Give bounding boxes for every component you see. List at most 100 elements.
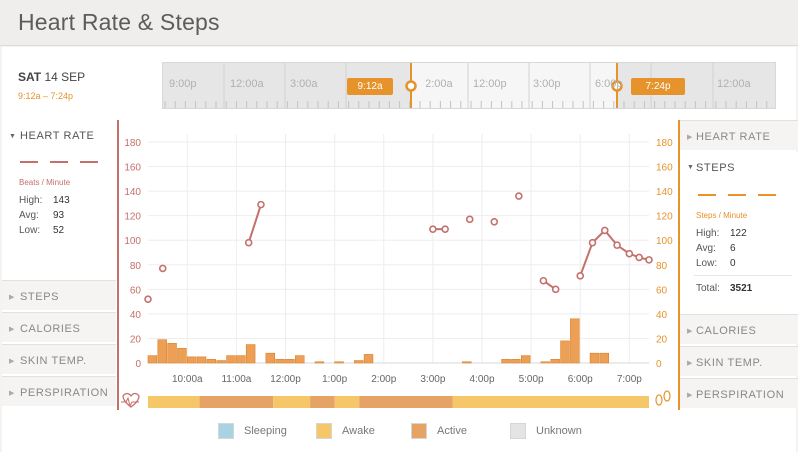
heart-rate-point bbox=[441, 225, 449, 233]
y-tick-label-right: 40 bbox=[656, 310, 668, 321]
heart-rate-panel[interactable]: ▼ HEART RATE Beats / Minute High: 143 Avg… bbox=[2, 120, 116, 278]
x-tick-label: 10:00a bbox=[172, 374, 203, 385]
y-tick-label-left: 120 bbox=[124, 212, 141, 223]
collapse-arrow-icon: ▼ bbox=[9, 133, 16, 140]
heart-rate-line bbox=[247, 204, 262, 243]
y-tick-label-right: 100 bbox=[656, 236, 673, 247]
activity-band-segment bbox=[148, 396, 200, 408]
end-handle[interactable]: 7:24p bbox=[631, 78, 685, 95]
start-handle[interactable]: 9:12a bbox=[347, 78, 393, 95]
hr-avg-label: Avg: bbox=[19, 210, 39, 221]
sidebar-item-label: CALORIES bbox=[696, 325, 757, 337]
heart-rate-point bbox=[588, 238, 597, 247]
heart-rate-point bbox=[490, 218, 499, 226]
start-handle-label: 9:12a bbox=[357, 81, 383, 92]
timeline-label: 12:00p bbox=[473, 78, 507, 90]
steps-bar bbox=[167, 343, 177, 364]
activity-band-segment bbox=[359, 396, 453, 408]
legend-swatch bbox=[411, 423, 427, 439]
x-tick-label: 4:00p bbox=[469, 374, 494, 385]
hr-legend-dash bbox=[50, 161, 68, 163]
expand-arrow-icon: ▶ bbox=[687, 392, 693, 399]
sidebar-item-perspiration[interactable]: ▶ PERSPIRATION bbox=[2, 376, 116, 406]
heart-rate-point bbox=[144, 295, 152, 303]
steps-high-value: 122 bbox=[730, 228, 747, 239]
sidebar-item-label: SKIN TEMP. bbox=[696, 357, 763, 369]
app-header: Heart Rate & Steps bbox=[0, 0, 798, 46]
sidebar-item-perspiration[interactable]: ▶ PERSPIRATION bbox=[680, 378, 798, 408]
y-tick-label-left: 60 bbox=[130, 285, 142, 296]
expand-arrow-icon: ▶ bbox=[687, 328, 693, 335]
sidebar-item-heart-rate[interactable]: ▶ HEART RATE bbox=[680, 120, 798, 150]
expand-arrow-icon: ▶ bbox=[9, 390, 15, 397]
steps-bar bbox=[462, 361, 472, 364]
heart-rate-point bbox=[635, 253, 643, 262]
sidebar-item-calories[interactable]: ▶ CALORIES bbox=[680, 314, 798, 344]
heart-rate-point bbox=[515, 192, 523, 200]
sidebar-item-calories[interactable]: ▶ CALORIES bbox=[2, 312, 116, 342]
y-tick-label-right: 140 bbox=[656, 187, 673, 198]
steps-high-label: High: bbox=[696, 228, 720, 239]
hr-legend-dash bbox=[20, 161, 38, 163]
steps-panel[interactable]: ▼ STEPS Steps / Minute High: 122 Avg: 6 Lo… bbox=[680, 152, 798, 314]
legend-swatch bbox=[510, 423, 526, 439]
steps-bar bbox=[206, 359, 217, 364]
date-value: 14 SEP bbox=[44, 70, 86, 84]
heart-rate-point bbox=[551, 285, 560, 294]
sidebar-item-steps[interactable]: ▶ STEPS bbox=[2, 280, 116, 310]
steps-total-label: Total: bbox=[696, 283, 720, 294]
steps-legend-dash bbox=[758, 194, 776, 196]
heart-rate-point bbox=[600, 226, 609, 235]
end-cursor-knob bbox=[611, 80, 623, 92]
heart-rate-point bbox=[576, 272, 585, 280]
x-tick-label: 6:00p bbox=[568, 374, 593, 385]
heart-rate-label: HEART RATE bbox=[20, 130, 95, 142]
hr-legend-dash bbox=[80, 161, 98, 163]
steps-bar bbox=[177, 347, 187, 364]
steps-bar bbox=[216, 360, 226, 364]
steps-avg-value: 6 bbox=[730, 243, 736, 254]
timeline-label: 3:00p bbox=[533, 78, 561, 90]
end-handle-label: 7:24p bbox=[645, 81, 671, 92]
timeline-scrubber[interactable]: 9:00p 12:00a 3:00a 12:00a 12:00p 3:00p 6… bbox=[162, 62, 776, 109]
steps-bar bbox=[275, 359, 285, 364]
steps-low: Low: 0 bbox=[696, 258, 736, 269]
steps-high: High: 122 bbox=[696, 228, 747, 239]
heart-rate-point bbox=[429, 225, 437, 233]
activity-band-segment bbox=[199, 396, 274, 408]
y-tick-label-left: 140 bbox=[124, 187, 141, 198]
heart-rate-point bbox=[613, 241, 621, 249]
steps-bar bbox=[186, 356, 197, 364]
activity-band-segment bbox=[452, 396, 649, 408]
y-tick-label-left: 180 bbox=[124, 138, 141, 149]
legend-active: Active bbox=[411, 423, 467, 439]
hr-avg-value: 93 bbox=[53, 210, 65, 221]
y-tick-label-left: 100 bbox=[124, 236, 141, 247]
steps-bar bbox=[334, 361, 344, 364]
steps-bar bbox=[540, 361, 551, 364]
collapse-arrow-icon: ▼ bbox=[687, 164, 694, 171]
legend-label: Unknown bbox=[536, 425, 582, 437]
hr-high-label: High: bbox=[19, 195, 43, 206]
legend-swatch bbox=[316, 423, 332, 439]
y-tick-label-right: 120 bbox=[656, 212, 673, 223]
steps-bar bbox=[226, 355, 236, 364]
steps-icon bbox=[663, 390, 671, 402]
timeline-label: 6:00p bbox=[595, 78, 623, 90]
steps-bar bbox=[570, 318, 580, 364]
steps-bar bbox=[285, 359, 295, 364]
sidebar-item-label: SKIN TEMP. bbox=[20, 355, 87, 367]
activity-band-segment bbox=[273, 396, 311, 408]
heart-rate-point bbox=[244, 238, 253, 247]
timeline-label: 9:00p bbox=[169, 78, 197, 90]
hr-high: High: 143 bbox=[19, 195, 70, 206]
steps-bar bbox=[501, 359, 511, 364]
heart-rate-steps-chart[interactable]: 0 0 20 20 40 40 60 60 80 80 100 100 120 120 140 140 160 1… bbox=[117, 120, 680, 410]
y-tick-label-right: 20 bbox=[656, 334, 668, 345]
heart-rate-point bbox=[158, 264, 167, 273]
x-tick-label: 3:00p bbox=[420, 374, 445, 385]
x-tick-label: 7:00p bbox=[617, 374, 642, 385]
sidebar-item-skin-temp[interactable]: ▶ SKIN TEMP. bbox=[2, 344, 116, 374]
steps-bar bbox=[265, 352, 276, 364]
sidebar-item-skin-temp[interactable]: ▶ SKIN TEMP. bbox=[680, 346, 798, 376]
